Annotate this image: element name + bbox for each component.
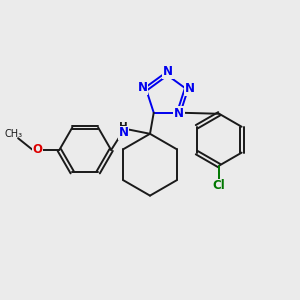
Text: N: N: [174, 107, 184, 120]
Text: Cl: Cl: [213, 179, 226, 192]
Text: O: O: [32, 143, 42, 157]
Text: N: N: [185, 82, 195, 95]
Text: CH₃: CH₃: [4, 129, 23, 139]
Text: N: N: [163, 65, 173, 78]
Text: N: N: [137, 81, 148, 94]
Text: H: H: [119, 122, 128, 132]
Text: N: N: [118, 126, 128, 140]
